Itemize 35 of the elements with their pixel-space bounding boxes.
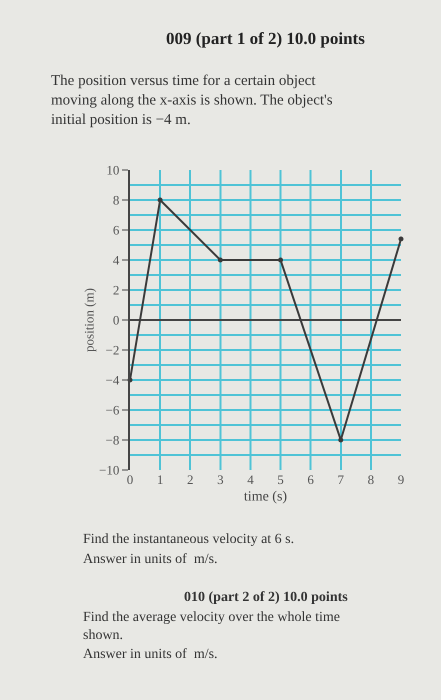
x-tick-label: 6 (307, 472, 314, 487)
x-axis-title: time (s) (244, 489, 288, 504)
chart-subtitle: The position versus time for a certain object moving along the x-axis is shown. The object's initial position is −4 m. (51, 73, 333, 128)
y-tick-label: 0 (112, 312, 120, 328)
text: Find the average velocity over the whole time shown. (83, 610, 340, 644)
point (158, 198, 163, 202)
point (338, 438, 344, 442)
y-tick-label: 6 (112, 222, 120, 238)
x-tick-label: 0 (126, 472, 134, 487)
y-tick-label: −10 (99, 462, 120, 478)
y-tick-label: 4 (112, 252, 120, 268)
x-tick-label: 2 (186, 472, 194, 487)
y-axis-title: position (m) (82, 288, 97, 352)
point (218, 258, 223, 262)
text: Answer in units of m/s. (83, 647, 218, 662)
y-tick-label: 2 (112, 282, 120, 298)
text: 010 (part 2 of 2) 10.0 points (184, 590, 348, 605)
x-tick-label: 9 (398, 472, 404, 487)
x-tick-label: 8 (368, 472, 374, 487)
point (398, 236, 404, 242)
y-tick-label: −4 (106, 372, 120, 388)
y-tick-label: 10 (106, 162, 120, 178)
y-tick-label: 8 (112, 192, 120, 208)
x-tick-label: 3 (217, 472, 224, 487)
x-tick-label: 7 (338, 472, 345, 487)
y-tick-label: −8 (106, 432, 120, 448)
point (278, 258, 284, 262)
x-tick-label: 1 (156, 472, 164, 487)
chart-title: 009 (part 1 of 2) 10.0 points (166, 29, 366, 48)
text: Answer in units of m/s. (83, 552, 218, 567)
x-tick-label: 5 (277, 472, 284, 487)
y-tick-label: −6 (106, 402, 120, 418)
x-tick-label: 4 (247, 472, 254, 487)
text: Find the instantaneous velocity at 6 s. (83, 532, 294, 547)
y-tick-label: −2 (106, 342, 120, 358)
